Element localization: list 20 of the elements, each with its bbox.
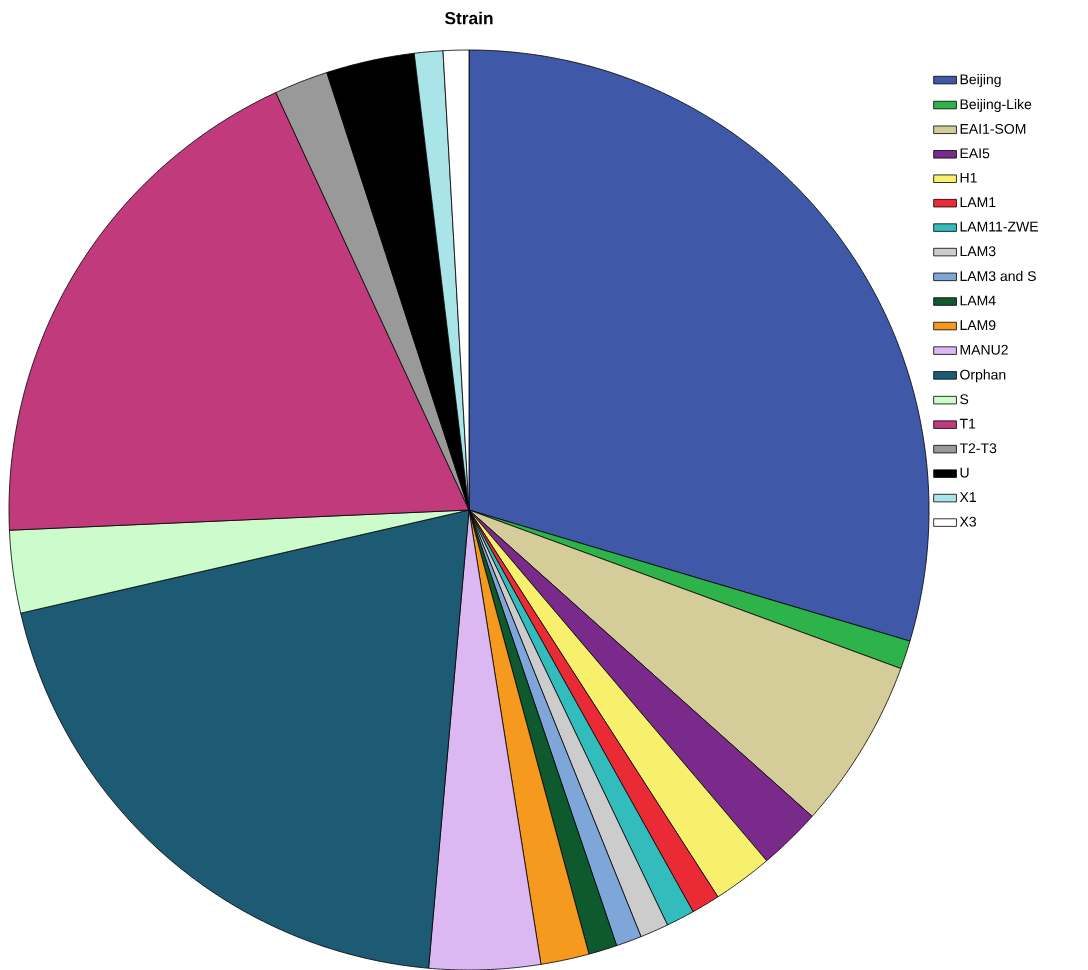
legend-label: H1 [960, 172, 977, 183]
legend-label: LAM9 [960, 319, 996, 330]
legend-label: EAI1-SOM [960, 123, 1026, 134]
legend-label: S [960, 394, 969, 404]
legend-label: T2-T3 [959, 443, 997, 453]
legend-label: LAM11-ZWE [960, 221, 1038, 232]
legend-label: EAI5 [960, 148, 990, 159]
legend-label: LAM3 and S [960, 270, 1036, 281]
legend-label: Beijing-Like [960, 98, 1032, 112]
legend-label: U [960, 467, 969, 478]
legend-label: X3 [959, 516, 977, 527]
legend-label: X1 [959, 492, 976, 502]
legend-label: Beijing [960, 73, 1001, 87]
legend-label: LAM3 [960, 246, 996, 256]
legend-label: LAM1 [960, 197, 996, 207]
legend-label: MANU2 [960, 344, 1008, 355]
legend-label: T1 [959, 418, 976, 429]
legend-label: LAM4 [960, 295, 996, 306]
legend-label: Orphan [960, 369, 1006, 383]
chart-title: Strain [444, 11, 493, 25]
